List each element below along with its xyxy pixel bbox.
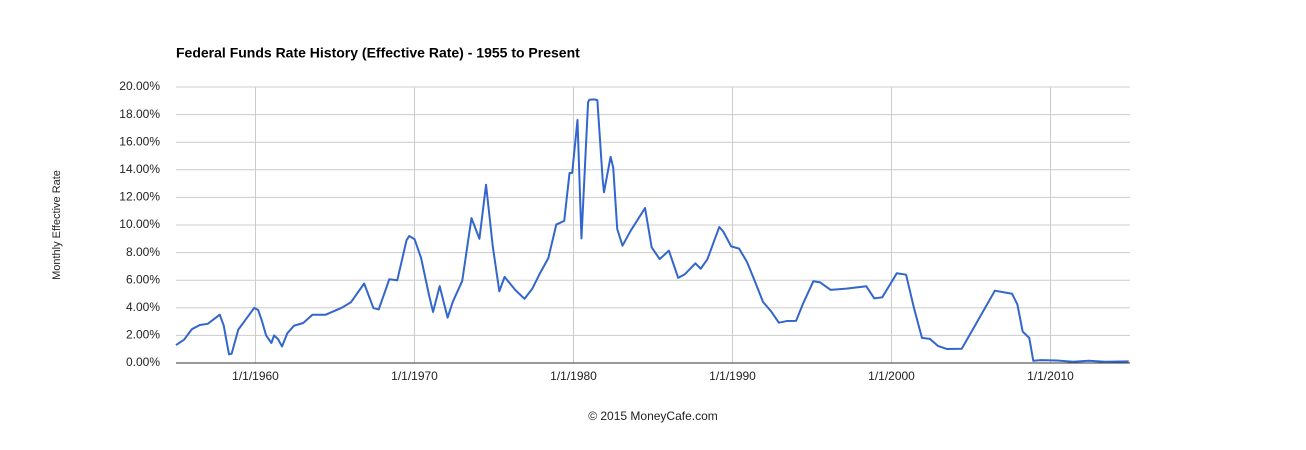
y-tick-label: 18.00% (119, 107, 160, 121)
x-tick-label: 1/1/1970 (391, 369, 438, 383)
y-tick-label: 6.00% (126, 272, 160, 286)
x-tick-label: 1/1/2010 (1027, 369, 1074, 383)
chart-title: Federal Funds Rate History (Effective Ra… (176, 45, 580, 61)
y-tick-label: 8.00% (126, 245, 160, 259)
y-tick-label: 2.00% (126, 328, 160, 342)
y-tick-label: 4.00% (126, 300, 160, 314)
x-tick-label: 1/1/1960 (232, 369, 279, 383)
y-tick-label: 20.00% (119, 79, 160, 93)
y-tick-label: 16.00% (119, 134, 160, 148)
y-axis-title: Monthly Effective Rate (51, 170, 63, 280)
y-tick-label: 14.00% (119, 162, 160, 176)
y-tick-label: 10.00% (119, 217, 160, 231)
x-tick-label: 1/1/1990 (709, 369, 756, 383)
y-tick-label: 12.00% (119, 190, 160, 204)
line-series (175, 98, 1129, 363)
x-tick-label: 1/1/2000 (868, 369, 915, 383)
footer: © 2015 MoneyCafe.com (588, 409, 718, 423)
x-tick-label: 1/1/1980 (550, 369, 597, 383)
y-tick-label: 0.00% (126, 355, 160, 369)
